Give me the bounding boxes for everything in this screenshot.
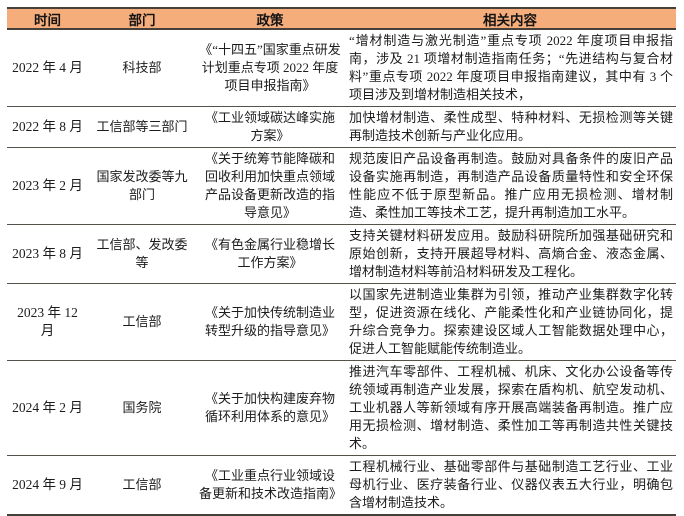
cell-content-text: “增材制造与激光制造”重点专项 2022 年度项目申报指南，涉及 21 项增材制… (349, 33, 673, 102)
cell-department: 工信部 (122, 477, 162, 492)
table-row: 2023 年 12 月 工信部 《关于加快传统制造业转型升级的指导意见》 以国家… (7, 283, 676, 360)
cell-time: 2022 年 8 月 (12, 119, 83, 134)
cell-department: 国务院 (122, 400, 162, 415)
cell-department: 科技部 (122, 60, 162, 75)
table-row: 2023 年 8 月 工信部、发改委等 《有色金属行业稳增长工作方案》 支持关键… (7, 224, 676, 283)
cell-time: 2023 年 8 月 (12, 246, 83, 261)
table-row: 2024 年 9 月 工信部 《工业重点行业领域设备更新和技术改造指南》 工程机… (7, 455, 676, 514)
cell-content-text: 推进汽车零部件、工程机械、机床、文化办公设备等传统领域再制造产业发展，探索在盾构… (349, 364, 673, 451)
table-row: 2024 年 2 月 国务院 《关于加快构建废弃物循环利用体系的意见》 推进汽车… (7, 360, 676, 455)
cell-policy: 《关于加快传统制造业转型升级的指导意见》 (204, 305, 335, 338)
cell-content: 工程机械行业、基础零部件与基础制造工艺行业、工业母机行业、医疗装备行业、仪器仪表… (344, 456, 676, 514)
cell-policy: 《关于加快构建废弃物循环利用体系的意见》 (204, 391, 335, 424)
cell-content: “增材制造与激光制造”重点专项 2022 年度项目申报指南，涉及 21 项增材制… (344, 30, 676, 106)
cell-time: 2024 年 2 月 (12, 400, 83, 415)
cell-time: 2022 年 4 月 (12, 60, 83, 75)
cell-content: 规范废旧产品设备再制造。鼓励对具备条件的废旧产品设备实施再制造，再制造产品设备质… (344, 148, 676, 224)
cell-policy: 《工业重点行业领域设备更新和技术改造指南》 (199, 468, 343, 501)
table-row: 2022 年 8 月 工信部等三部门 《工业领域碳达峰实施方案》 加快增材制造、… (7, 106, 676, 147)
cell-policy: 《关于统筹节能降碳和回收利用加快重点领域产品设备更新改造的指导意见》 (204, 151, 335, 220)
cell-content-text: 工程机械行业、基础零部件与基础制造工艺行业、工业母机行业、医疗装备行业、仪器仪表… (349, 459, 673, 510)
cell-content: 支持关键材料研发应用。鼓励科研院所加强基础研究和原始创新，支持开展超导材料、高熵… (344, 225, 676, 283)
cell-content-text: 规范废旧产品设备再制造。鼓励对具备条件的废旧产品设备实施再制造，再制造产品设备质… (349, 151, 673, 220)
table-header-row: 时间 部门 政策 相关内容 (7, 9, 676, 30)
cell-department: 工信部等三部门 (96, 119, 188, 134)
column-header-policy: 政策 (256, 12, 284, 28)
cell-content-text: 支持关键材料研发应用。鼓励科研院所加强基础研究和原始创新，支持开展超导材料、高熵… (349, 228, 673, 279)
cell-time: 2023 年 12 月 (17, 305, 78, 338)
cell-department: 工信部、发改委等 (96, 237, 188, 270)
cell-content-text: 以国家先进制造业集群为引领，推动产业集群数字化转型，促进资源在线化、产能柔性化和… (349, 287, 673, 356)
cell-time: 2023 年 2 月 (12, 178, 83, 193)
cell-policy: 《有色金属行业稳增长工作方案》 (204, 237, 335, 270)
cell-content: 推进汽车零部件、工程机械、机床、文化办公设备等传统领域再制造产业发展，探索在盾构… (344, 361, 676, 455)
cell-policy: 《“十四五”国家重点研发计划重点专项 2022 年度项目申报指南》 (199, 42, 341, 93)
table-row: 2023 年 2 月 国家发改委等九部门 《关于统筹节能降碳和回收利用加快重点领… (7, 147, 676, 224)
cell-content-text: 加快增材制造、柔性成型、特种材料、无损检测等关键再制造技术创新与产业化应用。 (349, 110, 673, 143)
cell-content: 加快增材制造、柔性成型、特种材料、无损检测等关键再制造技术创新与产业化应用。 (344, 107, 676, 147)
policy-table: 时间 部门 政策 相关内容 2022 年 4 月 科技部 《“十四五”国家重点研… (7, 7, 676, 516)
column-header-time: 时间 (34, 12, 61, 28)
table-row: 2022 年 4 月 科技部 《“十四五”国家重点研发计划重点专项 2022 年… (7, 30, 676, 106)
column-header-department: 部门 (128, 12, 156, 28)
column-header-content: 相关内容 (483, 12, 537, 28)
cell-department: 国家发改委等九部门 (96, 169, 188, 202)
cell-time: 2024 年 9 月 (12, 477, 83, 492)
cell-department: 工信部 (122, 314, 162, 329)
cell-policy: 《工业领域碳达峰实施方案》 (204, 110, 335, 143)
cell-content: 以国家先进制造业集群为引领，推动产业集群数字化转型，促进资源在线化、产能柔性化和… (344, 284, 676, 360)
